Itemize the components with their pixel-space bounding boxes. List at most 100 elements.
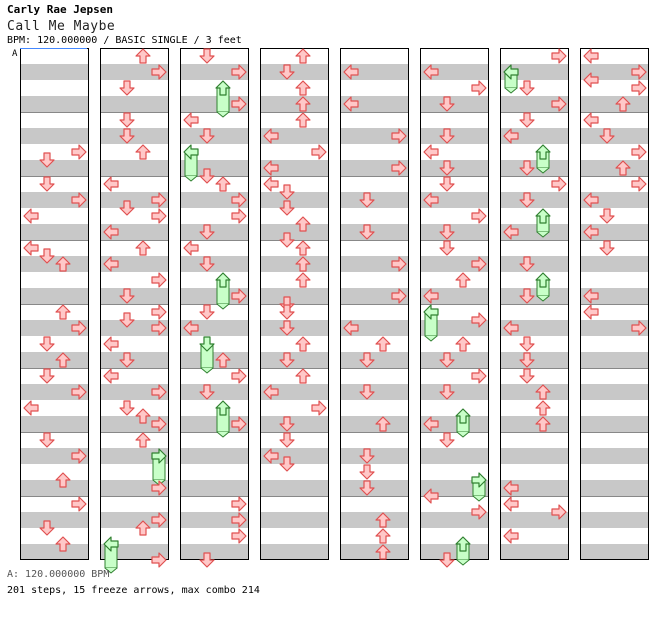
- step-arrow: [39, 520, 55, 536]
- down-arrow-icon: [199, 48, 215, 64]
- left-arrow-icon: [23, 208, 39, 224]
- step-arrow: [295, 48, 311, 64]
- step-arrow: [199, 256, 215, 272]
- step-arrow: [119, 128, 135, 144]
- step-arrow: [119, 400, 135, 416]
- step-arrow: [231, 192, 247, 208]
- beat-stripe: [20, 160, 89, 176]
- right-arrow-icon: [231, 528, 247, 544]
- step-arrow: [135, 48, 151, 64]
- beat-stripe: [180, 352, 249, 368]
- step-arrow: [119, 312, 135, 328]
- step-arrow: [151, 552, 167, 568]
- step-arrow: [391, 160, 407, 176]
- step-arrow: [135, 432, 151, 448]
- left-arrow-icon: [103, 224, 119, 240]
- step-arrow: [503, 496, 519, 512]
- beat-stripe: [260, 544, 329, 560]
- step-arrow: [375, 336, 391, 352]
- down-arrow-icon: [39, 432, 55, 448]
- beat-stripe: [420, 512, 489, 528]
- beat-stripe: [340, 416, 409, 432]
- step-arrow: [199, 168, 215, 184]
- step-arrow: [439, 432, 455, 448]
- step-arrow: [263, 128, 279, 144]
- right-arrow-icon: [151, 384, 167, 400]
- down-arrow-icon: [439, 240, 455, 256]
- step-arrow: [359, 352, 375, 368]
- beat-stripe: [180, 512, 249, 528]
- step-arrow: [519, 112, 535, 128]
- beat-stripe: [420, 544, 489, 560]
- right-arrow-icon: [151, 272, 167, 288]
- up-arrow-icon: [55, 256, 71, 272]
- down-arrow-icon: [279, 232, 295, 248]
- up-arrow-icon: [615, 160, 631, 176]
- right-arrow-icon: [71, 320, 87, 336]
- step-arrow: [55, 352, 71, 368]
- up-arrow-icon: [535, 416, 551, 432]
- right-arrow-icon: [551, 504, 567, 520]
- left-arrow-icon: [583, 72, 599, 88]
- beat-stripe: [500, 416, 569, 432]
- freeze-arrow: [503, 64, 519, 94]
- chart-column: [20, 48, 89, 560]
- step-arrow: [119, 80, 135, 96]
- beat-stripe: [580, 320, 649, 336]
- step-arrow: [631, 144, 647, 160]
- freeze-tail: [216, 431, 230, 438]
- freeze-tail: [504, 87, 518, 94]
- up-arrow-icon: [135, 408, 151, 424]
- up-arrow-icon: [295, 256, 311, 272]
- beat-stripe: [260, 160, 329, 176]
- left-arrow-icon: [183, 112, 199, 128]
- down-arrow-icon: [439, 160, 455, 176]
- up-arrow-icon: [375, 528, 391, 544]
- step-arrow: [471, 80, 487, 96]
- beat-stripe: [20, 544, 89, 560]
- left-arrow-icon: [183, 240, 199, 256]
- down-arrow-icon: [119, 112, 135, 128]
- step-arrow: [295, 112, 311, 128]
- right-arrow-icon: [151, 304, 167, 320]
- step-arrow: [55, 256, 71, 272]
- step-arrow: [199, 224, 215, 240]
- beat-stripe: [420, 192, 489, 208]
- left-arrow-icon: [423, 304, 439, 320]
- up-arrow-icon: [295, 80, 311, 96]
- beat-stripe: [580, 96, 649, 112]
- down-arrow-icon: [439, 96, 455, 112]
- down-arrow-icon: [359, 480, 375, 496]
- left-arrow-icon: [583, 192, 599, 208]
- beat-stripe: [420, 448, 489, 464]
- down-arrow-icon: [39, 248, 55, 264]
- beat-stripe: [20, 192, 89, 208]
- step-arrow: [471, 312, 487, 328]
- step-arrow: [119, 352, 135, 368]
- beat-stripe: [420, 64, 489, 80]
- step-arrow: [359, 464, 375, 480]
- down-arrow-icon: [439, 552, 455, 568]
- down-arrow-icon: [119, 288, 135, 304]
- beat-stripe: [500, 384, 569, 400]
- step-arrow: [423, 288, 439, 304]
- step-arrow: [55, 304, 71, 320]
- left-arrow-icon: [23, 240, 39, 256]
- step-arrow: [439, 128, 455, 144]
- step-arrow: [23, 400, 39, 416]
- beat-stripe: [580, 64, 649, 80]
- freeze-tail: [200, 367, 214, 374]
- down-arrow-icon: [279, 352, 295, 368]
- down-arrow-icon: [199, 336, 215, 352]
- beat-stripe: [420, 256, 489, 272]
- step-arrow: [583, 224, 599, 240]
- beat-stripe: [420, 288, 489, 304]
- step-arrow: [551, 96, 567, 112]
- beat-stripe: [180, 64, 249, 80]
- freeze-tail: [536, 231, 550, 238]
- step-arrow: [151, 208, 167, 224]
- beat-stripe: [340, 64, 409, 80]
- left-arrow-icon: [503, 496, 519, 512]
- step-arrow: [279, 456, 295, 472]
- step-arrow: [231, 512, 247, 528]
